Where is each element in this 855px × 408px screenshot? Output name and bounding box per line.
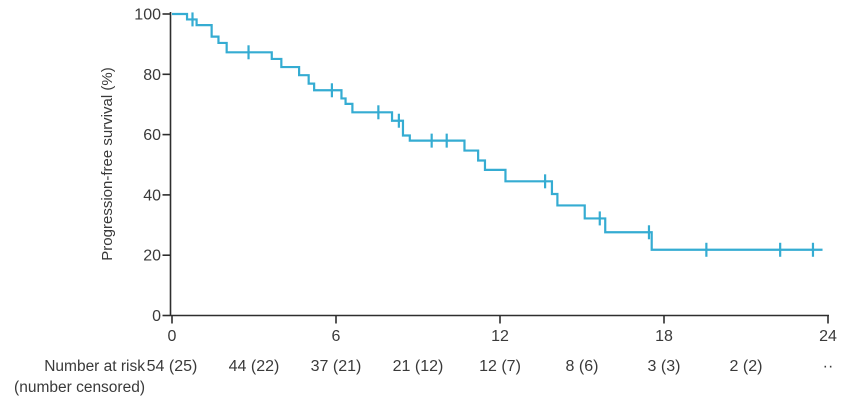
y-tick-label: 100 (134, 7, 161, 24)
y-tick-label: 60 (143, 127, 161, 144)
risk-value: 8 (6) (566, 358, 599, 375)
axes: 0 20 40 60 80 100 0 6 12 18 24 (134, 7, 837, 346)
number-censored-label: (number censored) (14, 379, 145, 396)
y-tick-label: 20 (143, 248, 161, 265)
y-tick-label: 40 (143, 187, 161, 204)
risk-value: 3 (3) (648, 358, 681, 375)
y-axis-title: Progression-free survival (%) (99, 67, 116, 260)
x-tick-label: 18 (655, 328, 673, 345)
number-at-risk-label: Number at risk (44, 358, 145, 375)
number-at-risk-row: 54 (25) 44 (22) 37 (21) 21 (12) 12 (7) 8 (6) 3… (147, 358, 834, 375)
risk-value: 21 (12) (393, 358, 444, 375)
risk-value: 44 (22) (229, 358, 280, 375)
y-tick-label: 80 (143, 67, 161, 84)
y-tick-label: 0 (152, 308, 161, 325)
km-curve (172, 12, 823, 251)
risk-value: ·· (823, 358, 834, 375)
risk-value: 54 (25) (147, 358, 198, 375)
risk-value: 2 (2) (730, 358, 763, 375)
x-tick-label: 12 (491, 328, 509, 345)
x-tick-label: 24 (819, 328, 837, 345)
x-tick-label: 6 (332, 328, 341, 345)
risk-value: 37 (21) (311, 358, 362, 375)
survival-curve-layer (172, 12, 823, 257)
x-tick-label: 0 (168, 328, 177, 345)
risk-value: 12 (7) (479, 358, 521, 375)
